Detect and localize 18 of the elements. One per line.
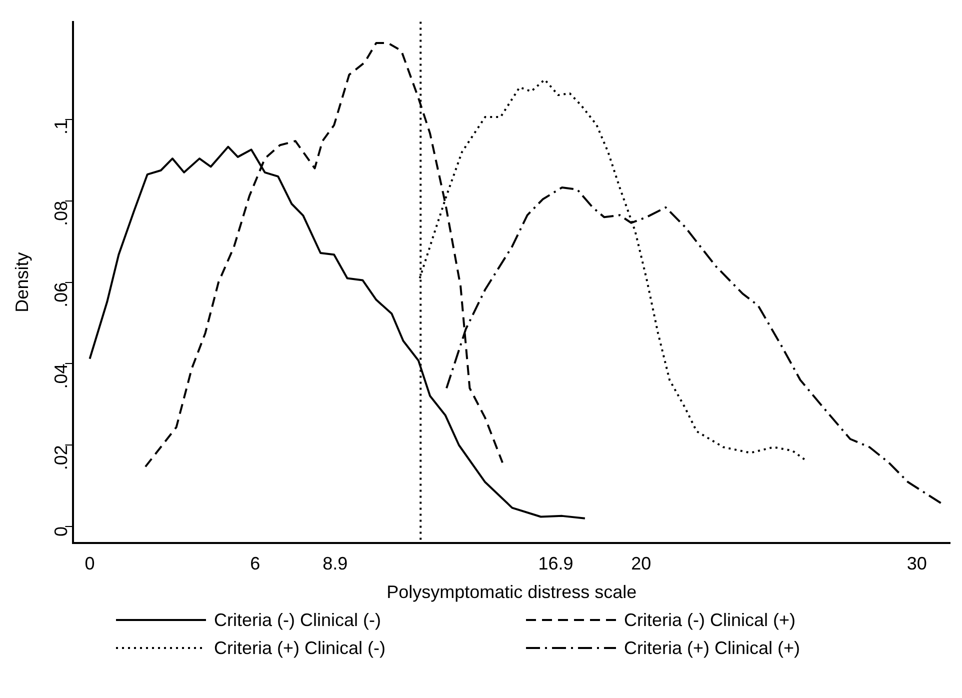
x-tick-label: 16.9: [538, 554, 574, 574]
y-tick-label: .08: [51, 200, 72, 226]
y-tick-label: .04: [51, 364, 72, 389]
x-axis-title: Polysymptomatic distress scale: [386, 582, 637, 602]
y-tick-label: 0: [51, 526, 72, 537]
x-tick-label: 20: [631, 554, 652, 574]
legend-label: Criteria (+) Clinical (-): [214, 638, 386, 658]
y-axis-title: Density: [12, 252, 32, 312]
x-tick-label: 6: [250, 554, 260, 574]
legend-label: Criteria (+) Clinical (+): [624, 638, 800, 658]
y-tick-label: .06: [51, 282, 72, 308]
legend-label: Criteria (-) Clinical (-): [214, 610, 381, 630]
x-tick-label: 30: [906, 554, 927, 574]
x-tick-label: 0: [84, 554, 95, 574]
legend-label: Criteria (-) Clinical (+): [624, 610, 796, 630]
y-tick-label: .1: [51, 119, 72, 135]
y-tick-label: .02: [51, 445, 72, 470]
x-tick-label: 8.9: [322, 554, 348, 574]
